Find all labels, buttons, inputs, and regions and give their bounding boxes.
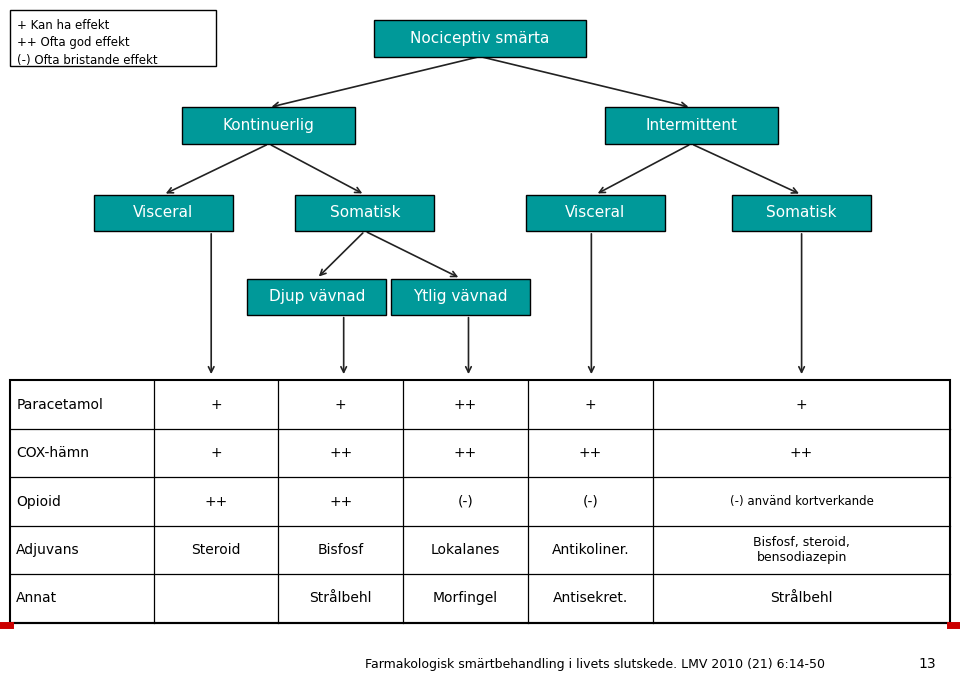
Text: COX-hämn: COX-hämn	[16, 446, 89, 460]
FancyBboxPatch shape	[94, 195, 232, 231]
Text: (-) använd kortverkande: (-) använd kortverkande	[730, 495, 874, 508]
Text: Somatisk: Somatisk	[329, 205, 400, 221]
Text: 13: 13	[919, 658, 936, 671]
Text: +: +	[796, 398, 807, 412]
FancyBboxPatch shape	[392, 279, 530, 315]
Text: +: +	[210, 446, 222, 460]
FancyBboxPatch shape	[526, 195, 664, 231]
FancyBboxPatch shape	[605, 107, 778, 144]
Text: Farmakologisk smärtbehandling i livets slutskede. LMV 2010 (21) 6:14-50: Farmakologisk smärtbehandling i livets s…	[365, 658, 825, 671]
Bar	[10, 380, 950, 623]
FancyBboxPatch shape	[248, 279, 386, 315]
Text: ++: ++	[204, 494, 228, 509]
Text: Visceral: Visceral	[133, 205, 193, 221]
Text: (-): (-)	[583, 494, 598, 509]
Text: Djup vävnad: Djup vävnad	[269, 289, 365, 304]
Text: ++: ++	[790, 446, 813, 460]
Text: +: +	[335, 398, 347, 412]
Text: Opioid: Opioid	[16, 494, 61, 509]
Text: Antisekret.: Antisekret.	[553, 591, 628, 605]
Text: Paracetamol: Paracetamol	[16, 398, 103, 412]
Text: Kontinuerlig: Kontinuerlig	[223, 118, 315, 133]
FancyBboxPatch shape	[182, 107, 355, 144]
Text: ++: ++	[329, 446, 352, 460]
Text: Ytlig vävnad: Ytlig vävnad	[414, 289, 508, 304]
Text: Bisfosf, steroid,
bensodiazepin: Bisfosf, steroid, bensodiazepin	[754, 536, 850, 564]
Text: ++: ++	[329, 494, 352, 509]
Text: (-) Ofta bristande effekt: (-) Ofta bristande effekt	[17, 54, 157, 67]
Text: +: +	[585, 398, 596, 412]
Text: Morfingel: Morfingel	[433, 591, 498, 605]
Text: Somatisk: Somatisk	[766, 205, 837, 221]
Text: Visceral: Visceral	[565, 205, 625, 221]
FancyBboxPatch shape	[10, 10, 216, 66]
Text: +: +	[210, 398, 222, 412]
Text: Antikoliner.: Antikoliner.	[552, 543, 629, 557]
Text: ++: ++	[579, 446, 602, 460]
Text: Adjuvans: Adjuvans	[16, 543, 80, 557]
Text: Steroid: Steroid	[191, 543, 241, 557]
FancyBboxPatch shape	[296, 195, 434, 231]
Text: ++: ++	[454, 398, 477, 412]
FancyBboxPatch shape	[732, 195, 871, 231]
Text: Lokalanes: Lokalanes	[431, 543, 500, 557]
Text: Bisfosf: Bisfosf	[318, 543, 364, 557]
Text: (-): (-)	[458, 494, 473, 509]
Text: ++ Ofta god effekt: ++ Ofta god effekt	[17, 36, 130, 50]
FancyBboxPatch shape	[374, 20, 586, 57]
Text: Intermittent: Intermittent	[645, 118, 737, 133]
Text: Strålbehl: Strålbehl	[309, 591, 372, 605]
Text: Strålbehl: Strålbehl	[770, 591, 833, 605]
Text: ++: ++	[454, 446, 477, 460]
Text: + Kan ha effekt: + Kan ha effekt	[17, 19, 109, 32]
Text: Annat: Annat	[16, 591, 58, 605]
Text: Nociceptiv smärta: Nociceptiv smärta	[410, 31, 550, 46]
